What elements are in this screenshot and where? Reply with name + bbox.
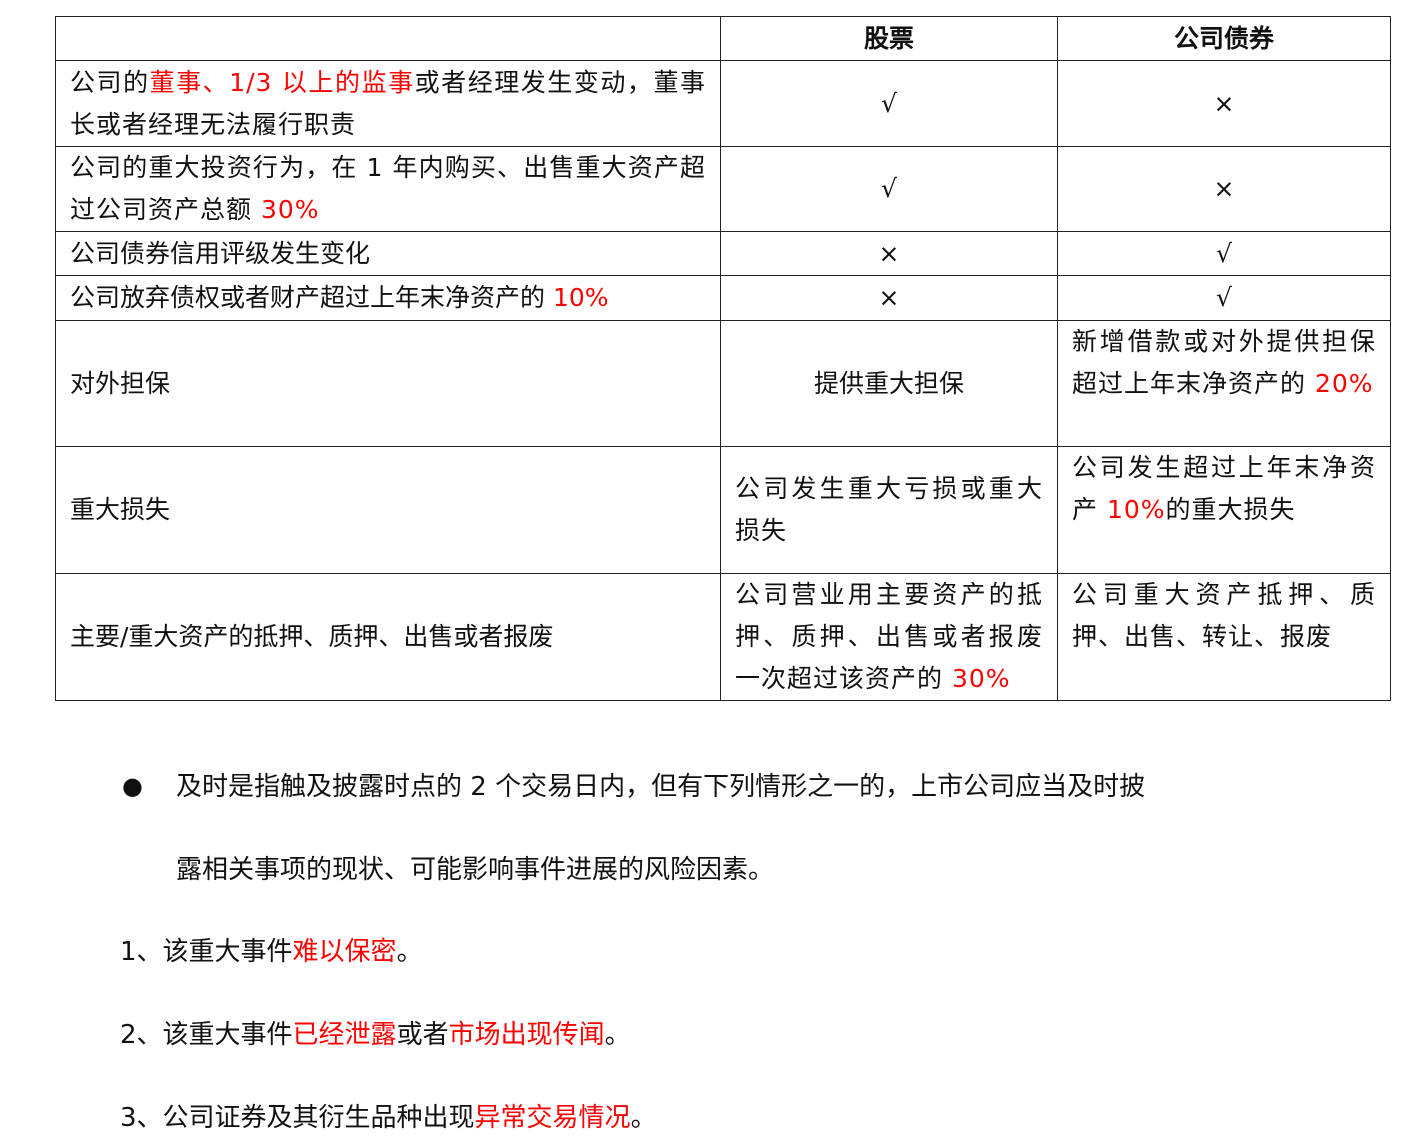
text-segment: 新增借款或对外提供担保超过上年末净资产的	[1072, 327, 1376, 398]
item-cell: 对外担保	[55, 320, 721, 447]
text-segment: ×	[878, 238, 900, 268]
table-row: 公司的董事、1/3 以上的监事或者经理发生变动，董事长或者经理无法履行职责 √ ×	[55, 60, 1391, 147]
emphasis-text: 已经泄露	[292, 1020, 397, 1050]
item-cell: 公司的重大投资行为，在 1 年内购买、出售重大资产超过公司资产总额 30%	[55, 146, 721, 232]
text-segment: √	[881, 174, 897, 203]
bond-cell: 新增借款或对外提供担保超过上年末净资产的 20%	[1057, 320, 1391, 447]
table-header-row: 股票 公司债券	[55, 16, 1391, 61]
text-segment: √	[1216, 283, 1232, 312]
text-segment: 。	[604, 1020, 631, 1050]
text-segment: 重大损失	[70, 495, 171, 524]
stock-cell: √	[720, 60, 1058, 147]
emphasis-text: 30%	[260, 195, 320, 224]
text-segment: 公司发生超过上年末净资产	[1072, 453, 1376, 524]
stock-cell: 公司营业用主要资产的抵押、质押、出售或者报废一次超过该资产的 30%	[720, 573, 1058, 701]
text-segment: 提供重大担保	[813, 368, 964, 398]
header-item	[55, 16, 721, 61]
emphasis-text: 董事、1/3 以上的监事	[149, 67, 415, 97]
item-cell: 重大损失	[55, 446, 721, 574]
text-segment: 公司的重大投资行为，在 1 年内购买、出售重大资产超过公司资产总额	[70, 153, 706, 224]
list-item-2: 2、该重大事件已经泄露或者市场出现传闻。	[120, 1015, 631, 1055]
text-segment: 公司营业用主要资产的抵押、质押、出售或者报废一次超过该资产的	[735, 580, 1043, 693]
bullet-text-line-1: 及时是指触及披露时点的 2 个交易日内，但有下列情形之一的，上市公司应当及时披	[176, 767, 1145, 807]
bullet-text-line-2: 露相关事项的现状、可能影响事件进展的风险因素。	[176, 850, 774, 890]
text-segment: 或者	[396, 1020, 449, 1050]
text-segment: 或者经理发生变动，董事长或者经理无法履行职责	[70, 67, 706, 139]
text-segment: 1、该重大事件	[120, 937, 293, 967]
text-segment: √	[881, 88, 897, 118]
emphasis-text: 市场出现传闻	[448, 1020, 605, 1050]
text-segment: √	[1216, 238, 1232, 268]
header-bond: 公司债券	[1057, 16, 1391, 61]
text-segment: 公司的	[70, 67, 150, 97]
item-cell: 公司债券信用评级发生变化	[55, 231, 721, 276]
table-row: 公司放弃债权或者财产超过上年末净资产的 10% × √	[55, 275, 1391, 321]
bond-cell: √	[1057, 231, 1391, 276]
stock-cell: ×	[720, 231, 1058, 276]
item-cell: 公司的董事、1/3 以上的监事或者经理发生变动，董事长或者经理无法履行职责	[55, 60, 721, 147]
stock-cell: 提供重大担保	[720, 320, 1058, 447]
text-segment: 公司债券信用评级发生变化	[70, 238, 371, 268]
header-stock: 股票	[720, 16, 1058, 61]
stock-cell: √	[720, 146, 1058, 232]
table-row: 对外担保 提供重大担保 新增借款或对外提供担保超过上年末净资产的 20%	[55, 320, 1391, 447]
text-segment: 公司发生重大亏损或重大损失	[735, 474, 1043, 545]
text-segment: 。	[396, 937, 423, 967]
text-segment: 。	[630, 1103, 657, 1133]
bond-cell: ×	[1057, 60, 1391, 147]
stock-cell: ×	[720, 275, 1058, 321]
text-segment: 及时是指触及披露时点的 2 个交易日内，但有下列情形之一的，上市公司应当及时披	[176, 772, 1146, 802]
list-item-3: 3、公司证券及其衍生品种出现异常交易情况。	[120, 1098, 657, 1138]
text-segment: 3、公司证券及其衍生品种出现	[120, 1103, 475, 1133]
text-segment: ×	[1213, 174, 1235, 203]
disclosure-comparison-table: 股票 公司债券 公司的董事、1/3 以上的监事或者经理发生变动，董事长或者经理无…	[55, 16, 1391, 701]
bond-cell: ×	[1057, 146, 1391, 232]
table-row: 重大损失 公司发生重大亏损或重大损失 公司发生超过上年末净资产 10%的重大损失	[55, 446, 1391, 574]
table-row: 公司的重大投资行为，在 1 年内购买、出售重大资产超过公司资产总额 30% √ ×	[55, 146, 1391, 232]
text-segment: ×	[1213, 88, 1235, 118]
table-row: 公司债券信用评级发生变化 × √	[55, 231, 1391, 276]
bond-cell: 公司发生超过上年末净资产 10%的重大损失	[1057, 446, 1391, 574]
emphasis-text: 异常交易情况	[474, 1103, 631, 1133]
emphasis-text: 10%	[1106, 495, 1166, 524]
item-cell: 公司放弃债权或者财产超过上年末净资产的 10%	[55, 275, 721, 321]
emphasis-text: 难以保密	[292, 937, 397, 967]
text-segment: 公司放弃债权或者财产超过上年末净资产的	[70, 283, 553, 312]
emphasis-text: 30%	[951, 664, 1011, 693]
text-segment: 主要/重大资产的抵押、质押、出售或者报废	[70, 622, 554, 651]
stock-cell: 公司发生重大亏损或重大损失	[720, 446, 1058, 574]
text-segment: 露相关事项的现状、可能影响事件进展的风险因素。	[176, 855, 775, 885]
bond-cell: 公司重大资产抵押、质押、出售、转让、报废	[1057, 573, 1391, 701]
table-row: 主要/重大资产的抵押、质押、出售或者报废 公司营业用主要资产的抵押、质押、出售或者…	[55, 573, 1391, 701]
list-item-1: 1、该重大事件难以保密。	[120, 932, 423, 972]
item-cell: 主要/重大资产的抵押、质押、出售或者报废	[55, 573, 721, 701]
emphasis-text: 20%	[1314, 369, 1374, 398]
text-segment: ×	[878, 283, 900, 312]
emphasis-text: 10%	[552, 283, 609, 312]
text-segment: 对外担保	[70, 368, 171, 398]
bond-cell: √	[1057, 275, 1391, 321]
text-segment: 公司重大资产抵押、质押、出售、转让、报废	[1072, 580, 1376, 651]
text-segment: 的重大损失	[1165, 495, 1296, 524]
text-segment: 2、该重大事件	[120, 1020, 293, 1050]
bullet-icon: ●	[122, 772, 143, 800]
